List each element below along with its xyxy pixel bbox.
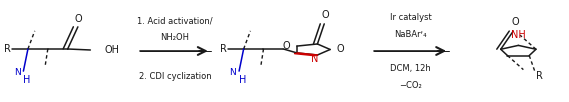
Text: Ir catalyst: Ir catalyst [390, 13, 431, 22]
Text: O: O [282, 41, 290, 51]
Text: N: N [311, 54, 318, 64]
Text: H: H [23, 75, 31, 85]
Text: −CO₂: −CO₂ [399, 81, 422, 90]
Text: R: R [536, 71, 543, 81]
Text: DCM, 12h: DCM, 12h [390, 64, 431, 73]
Text: 1. Acid activation/: 1. Acid activation/ [137, 16, 213, 25]
Text: R: R [4, 44, 11, 54]
Text: N: N [14, 68, 20, 77]
Text: R: R [220, 44, 226, 54]
Text: H: H [239, 75, 246, 85]
Text: N: N [229, 68, 236, 77]
Text: NH: NH [511, 30, 526, 40]
Text: OH: OH [105, 45, 119, 55]
Text: 2. CDI cyclization: 2. CDI cyclization [139, 72, 211, 81]
Text: O: O [337, 44, 345, 54]
Text: O: O [511, 17, 519, 27]
Text: O: O [321, 10, 329, 20]
Text: NH₂OH: NH₂OH [160, 33, 189, 42]
Text: NaBArᶠ₄: NaBArᶠ₄ [394, 30, 427, 39]
Text: O: O [74, 14, 82, 24]
